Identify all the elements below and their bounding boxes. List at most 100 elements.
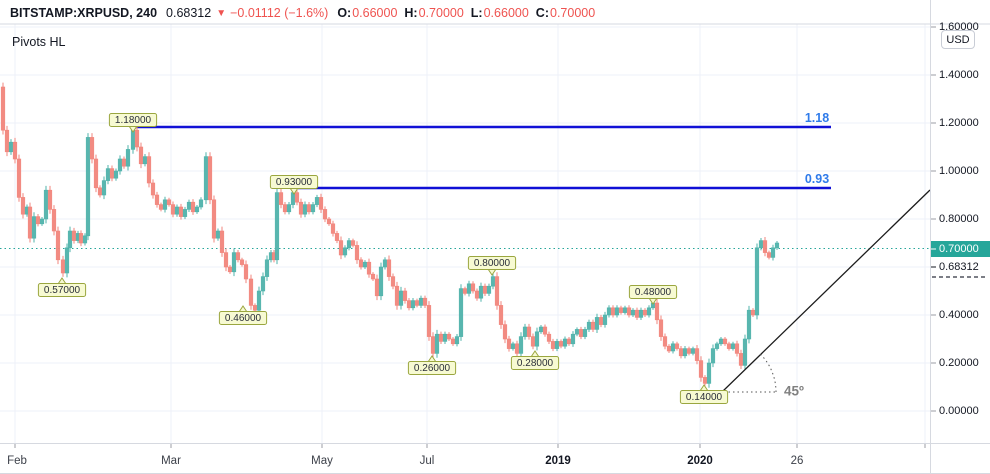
x-axis-label[interactable]: Feb [7, 455, 27, 467]
candle-up [602, 314, 608, 325]
candle-down [239, 259, 245, 265]
candle-down [686, 348, 692, 354]
candle-up [194, 206, 200, 213]
candle-down [618, 307, 624, 313]
x-axis-label[interactable]: 2019 [545, 455, 571, 467]
trend-line[interactable] [721, 189, 931, 393]
candle-up [582, 329, 588, 337]
pivot-label-text: 0.46000 [225, 313, 262, 324]
y-axis-label: 0.80000 [939, 213, 979, 225]
candle-down [678, 348, 684, 357]
candle-down [514, 343, 520, 354]
candle-down [482, 285, 488, 294]
candle-down [0, 86, 6, 131]
candle-down [750, 309, 756, 316]
candle-down [422, 297, 428, 306]
candle-down [146, 156, 152, 184]
pivot-label-text: 1.18000 [115, 115, 152, 126]
candle-down [89, 137, 95, 160]
candle-down [550, 341, 556, 349]
low-label: L: [470, 6, 483, 20]
candle-up [574, 329, 580, 335]
candle-up [378, 266, 384, 297]
candle-up [714, 343, 720, 349]
candle-up [31, 216, 37, 239]
candle-down [542, 326, 548, 335]
candle-up [382, 259, 388, 268]
candle-down [738, 353, 744, 366]
indicator-name[interactable]: Pivots HL [12, 35, 66, 49]
candle-down [726, 343, 732, 349]
high-label: H: [404, 6, 418, 20]
candle-down [402, 290, 408, 301]
candle-down [474, 290, 480, 299]
candle-down [470, 283, 476, 292]
pivot-label: 0.46000 [218, 305, 268, 325]
candle-up [730, 343, 736, 349]
currency-toggle-button[interactable]: USD [941, 30, 975, 49]
pivot-label-box [467, 256, 517, 270]
candle-down [158, 204, 164, 210]
candle-down [178, 206, 184, 217]
candle-down [47, 189, 53, 210]
candle-down [326, 218, 332, 225]
candle-up [754, 247, 760, 316]
candle-down [55, 230, 61, 261]
candle-up [478, 285, 484, 299]
candle-up [594, 317, 600, 330]
pivot-label-text: 0.26000 [414, 363, 451, 374]
price-axis-pane[interactable] [930, 0, 990, 474]
x-axis-label[interactable]: Jul [420, 455, 435, 467]
candle-up [274, 192, 280, 261]
symbol-title[interactable]: BITSTAMP:XRPUSD, 240 [10, 6, 158, 20]
candle-down [386, 259, 392, 277]
x-axis-label[interactable]: Mar [161, 455, 181, 467]
candle-up [198, 199, 204, 208]
candle-up [231, 252, 237, 273]
candle-down [243, 264, 249, 280]
pivot-label: 0.93000 [269, 175, 319, 195]
candle-down [366, 261, 372, 275]
candle-up [622, 307, 628, 313]
candle-up [85, 137, 91, 237]
candle-up [486, 285, 492, 294]
pivot-label: 0.28000 [510, 350, 560, 370]
candle-down [598, 317, 604, 325]
y-axis-label: 0.00000 [939, 405, 979, 417]
x-axis-label[interactable]: 2020 [687, 455, 713, 467]
pivot-label: 1.18000 [108, 113, 158, 133]
x-axis-label[interactable]: 26 [791, 455, 804, 467]
resistance-level-label: 1.18 [805, 111, 829, 125]
candle-down [12, 141, 18, 160]
secondary-price-label: 0.68312 [939, 261, 979, 273]
candle-down [4, 129, 10, 153]
candle-up [264, 259, 270, 277]
candle-down [390, 276, 396, 287]
y-axis-label: 0.20000 [939, 357, 979, 369]
candle-down [71, 230, 77, 241]
last-price-badge [931, 241, 990, 257]
candle-down [662, 336, 668, 347]
pivot-label-text: 0.93000 [276, 177, 313, 188]
close-label: C: [535, 6, 549, 20]
candle-up [39, 218, 45, 225]
candle-up [286, 204, 292, 213]
candle-up [346, 240, 352, 249]
candle-up [215, 230, 221, 239]
angle-degree-label: 45º [784, 384, 804, 399]
candle-down [248, 278, 254, 306]
candle-up [490, 276, 496, 287]
resistance-level-label: 0.93 [805, 172, 829, 186]
candle-up [342, 247, 348, 256]
candle-down [626, 307, 632, 316]
candle-down [138, 146, 144, 165]
candle-down [766, 252, 772, 258]
candle-up [770, 247, 776, 258]
candle-down [722, 338, 728, 345]
candle-down [426, 305, 432, 337]
candle-down [121, 158, 127, 167]
x-axis-label[interactable]: May [311, 455, 333, 467]
